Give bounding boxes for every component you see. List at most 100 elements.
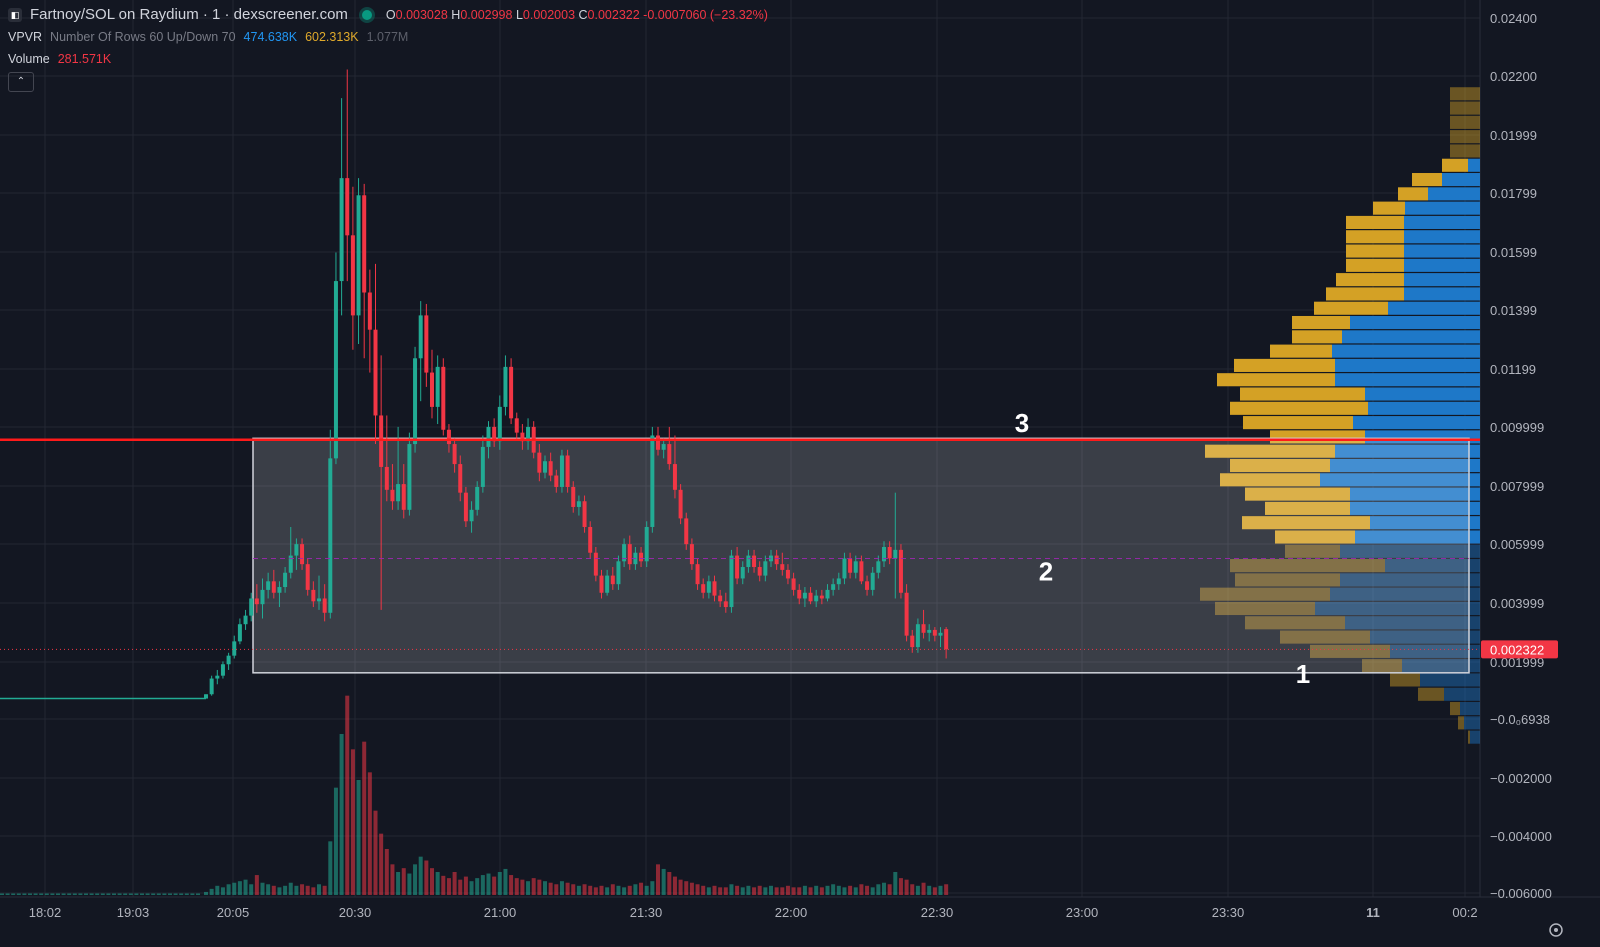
x-tick-label: 22:30: [921, 905, 954, 920]
candle-body: [814, 595, 819, 602]
vp-down-bar: [1245, 487, 1350, 501]
volume-bar: [362, 741, 367, 895]
candle-body: [204, 694, 208, 699]
vpvr-row[interactable]: VPVR Number Of Rows 60 Up/Down 70 474.63…: [8, 26, 768, 48]
volume-bar: [791, 887, 796, 895]
volume-bar: [723, 887, 728, 895]
vp-down-bar: [1243, 416, 1353, 430]
vp-down-bar: [1265, 501, 1350, 515]
candle-body: [605, 575, 610, 593]
candle-body: [859, 561, 864, 582]
vpvr-down: 602.313K: [305, 30, 359, 44]
volume-bar: [672, 876, 677, 895]
volume-name: Volume: [8, 52, 50, 66]
candle-body: [848, 558, 853, 573]
collapse-legend-button[interactable]: ⌃: [8, 72, 34, 92]
vp-up-bar: [1340, 573, 1480, 587]
price-axis[interactable]: 0.02400 0.02200 0.01999 0.01799 0.01599 0.013…: [1481, 11, 1558, 901]
volume-bar: [463, 876, 468, 895]
volume-bar: [605, 887, 610, 895]
candle-body: [418, 315, 423, 359]
vp-up-bar: [1320, 473, 1480, 487]
candle-body: [865, 581, 870, 590]
vp-down-bar: [1230, 458, 1330, 473]
volume-bar: [283, 885, 288, 895]
volume-bar: [22, 893, 27, 895]
candle-body: [339, 178, 344, 282]
annotation-label-3: 3: [1015, 408, 1029, 438]
volume-bar: [853, 887, 858, 895]
volume-bar: [526, 881, 531, 895]
y-tick-label: 0.007999: [1490, 479, 1544, 494]
volume-bar: [333, 787, 338, 895]
vp-down-bar: [1346, 230, 1404, 244]
grid-lines: [0, 0, 1600, 898]
vp-up-bar: [1335, 373, 1480, 387]
candle-body: [667, 444, 672, 465]
candle-body: [718, 595, 723, 602]
vp-up-bar: [1405, 201, 1480, 215]
candle-body: [576, 501, 581, 507]
vp-up-bar: [1420, 673, 1480, 687]
candle-body: [656, 435, 660, 450]
volume-bar: [435, 872, 440, 895]
volume-bar: [220, 887, 225, 895]
vp-up-bar: [1402, 659, 1480, 673]
volume-bar: [356, 780, 361, 895]
volume-bar: [441, 875, 446, 895]
candle-body: [695, 564, 700, 585]
x-tick-label: 00:2: [1452, 905, 1477, 920]
volume-bar: [825, 885, 830, 895]
y-tick-label: 0.02400: [1490, 11, 1537, 26]
candlesticks: [0, 69, 949, 700]
volume-bar: [452, 872, 457, 895]
volume-bar: [277, 887, 282, 895]
vp-up-bar: [1428, 187, 1480, 201]
volume-row[interactable]: Volume 281.571K: [8, 48, 768, 70]
vp-down-bar: [1418, 687, 1444, 701]
candle-body: [407, 444, 412, 510]
volume-bar: [237, 881, 242, 895]
x-tick-label: 11: [1366, 905, 1380, 920]
ohlc-values: O0.003028 H0.002998 L0.002003 C0.002322 …: [385, 8, 768, 22]
chevron-up-icon: ⌃: [16, 76, 26, 87]
candle-body: [401, 484, 406, 510]
volume-bar: [938, 885, 943, 895]
candle-body: [921, 624, 926, 633]
candle-body: [870, 572, 875, 590]
candle-body: [622, 544, 627, 562]
volume-bar: [915, 885, 920, 895]
volume-bar: [413, 864, 418, 895]
candle-body: [650, 435, 655, 527]
volume-bar: [633, 884, 638, 895]
volume-bar: [599, 885, 604, 895]
candle-body: [350, 235, 355, 316]
volume-bar: [503, 868, 508, 895]
time-axis[interactable]: 18:02 19:03 20:05 20:30 21:00 21:30 22:00 22:30…: [29, 905, 1478, 920]
vpvr-up: 474.638K: [243, 30, 298, 44]
candle-body: [588, 526, 593, 553]
volume-bar: [667, 872, 672, 895]
candle-body: [582, 501, 587, 527]
volume-bar: [548, 882, 553, 895]
volume-bar: [746, 885, 751, 895]
candle-body: [543, 461, 547, 473]
candle-body: [898, 549, 903, 593]
volume-bar: [921, 882, 926, 895]
volume-bar: [5, 893, 10, 895]
vp-down-bar: [1468, 730, 1470, 744]
candle-body: [819, 595, 824, 599]
candle-body: [486, 426, 491, 447]
pair-title[interactable]: Fartnoy/SOL on Raydium · 1 · dexscreener…: [30, 6, 348, 23]
vp-down-bar: [1230, 559, 1385, 573]
candle-body: [853, 561, 858, 573]
candle-body: [430, 372, 434, 407]
vp-up-bar: [1355, 530, 1480, 544]
annotation-label-2: 2: [1039, 556, 1053, 586]
y-tick-label: 0.01599: [1490, 245, 1537, 260]
settings-icon[interactable]: [1549, 923, 1563, 937]
candle-body: [701, 584, 706, 593]
volume-bar: [249, 884, 254, 895]
volume-bar: [190, 893, 195, 895]
